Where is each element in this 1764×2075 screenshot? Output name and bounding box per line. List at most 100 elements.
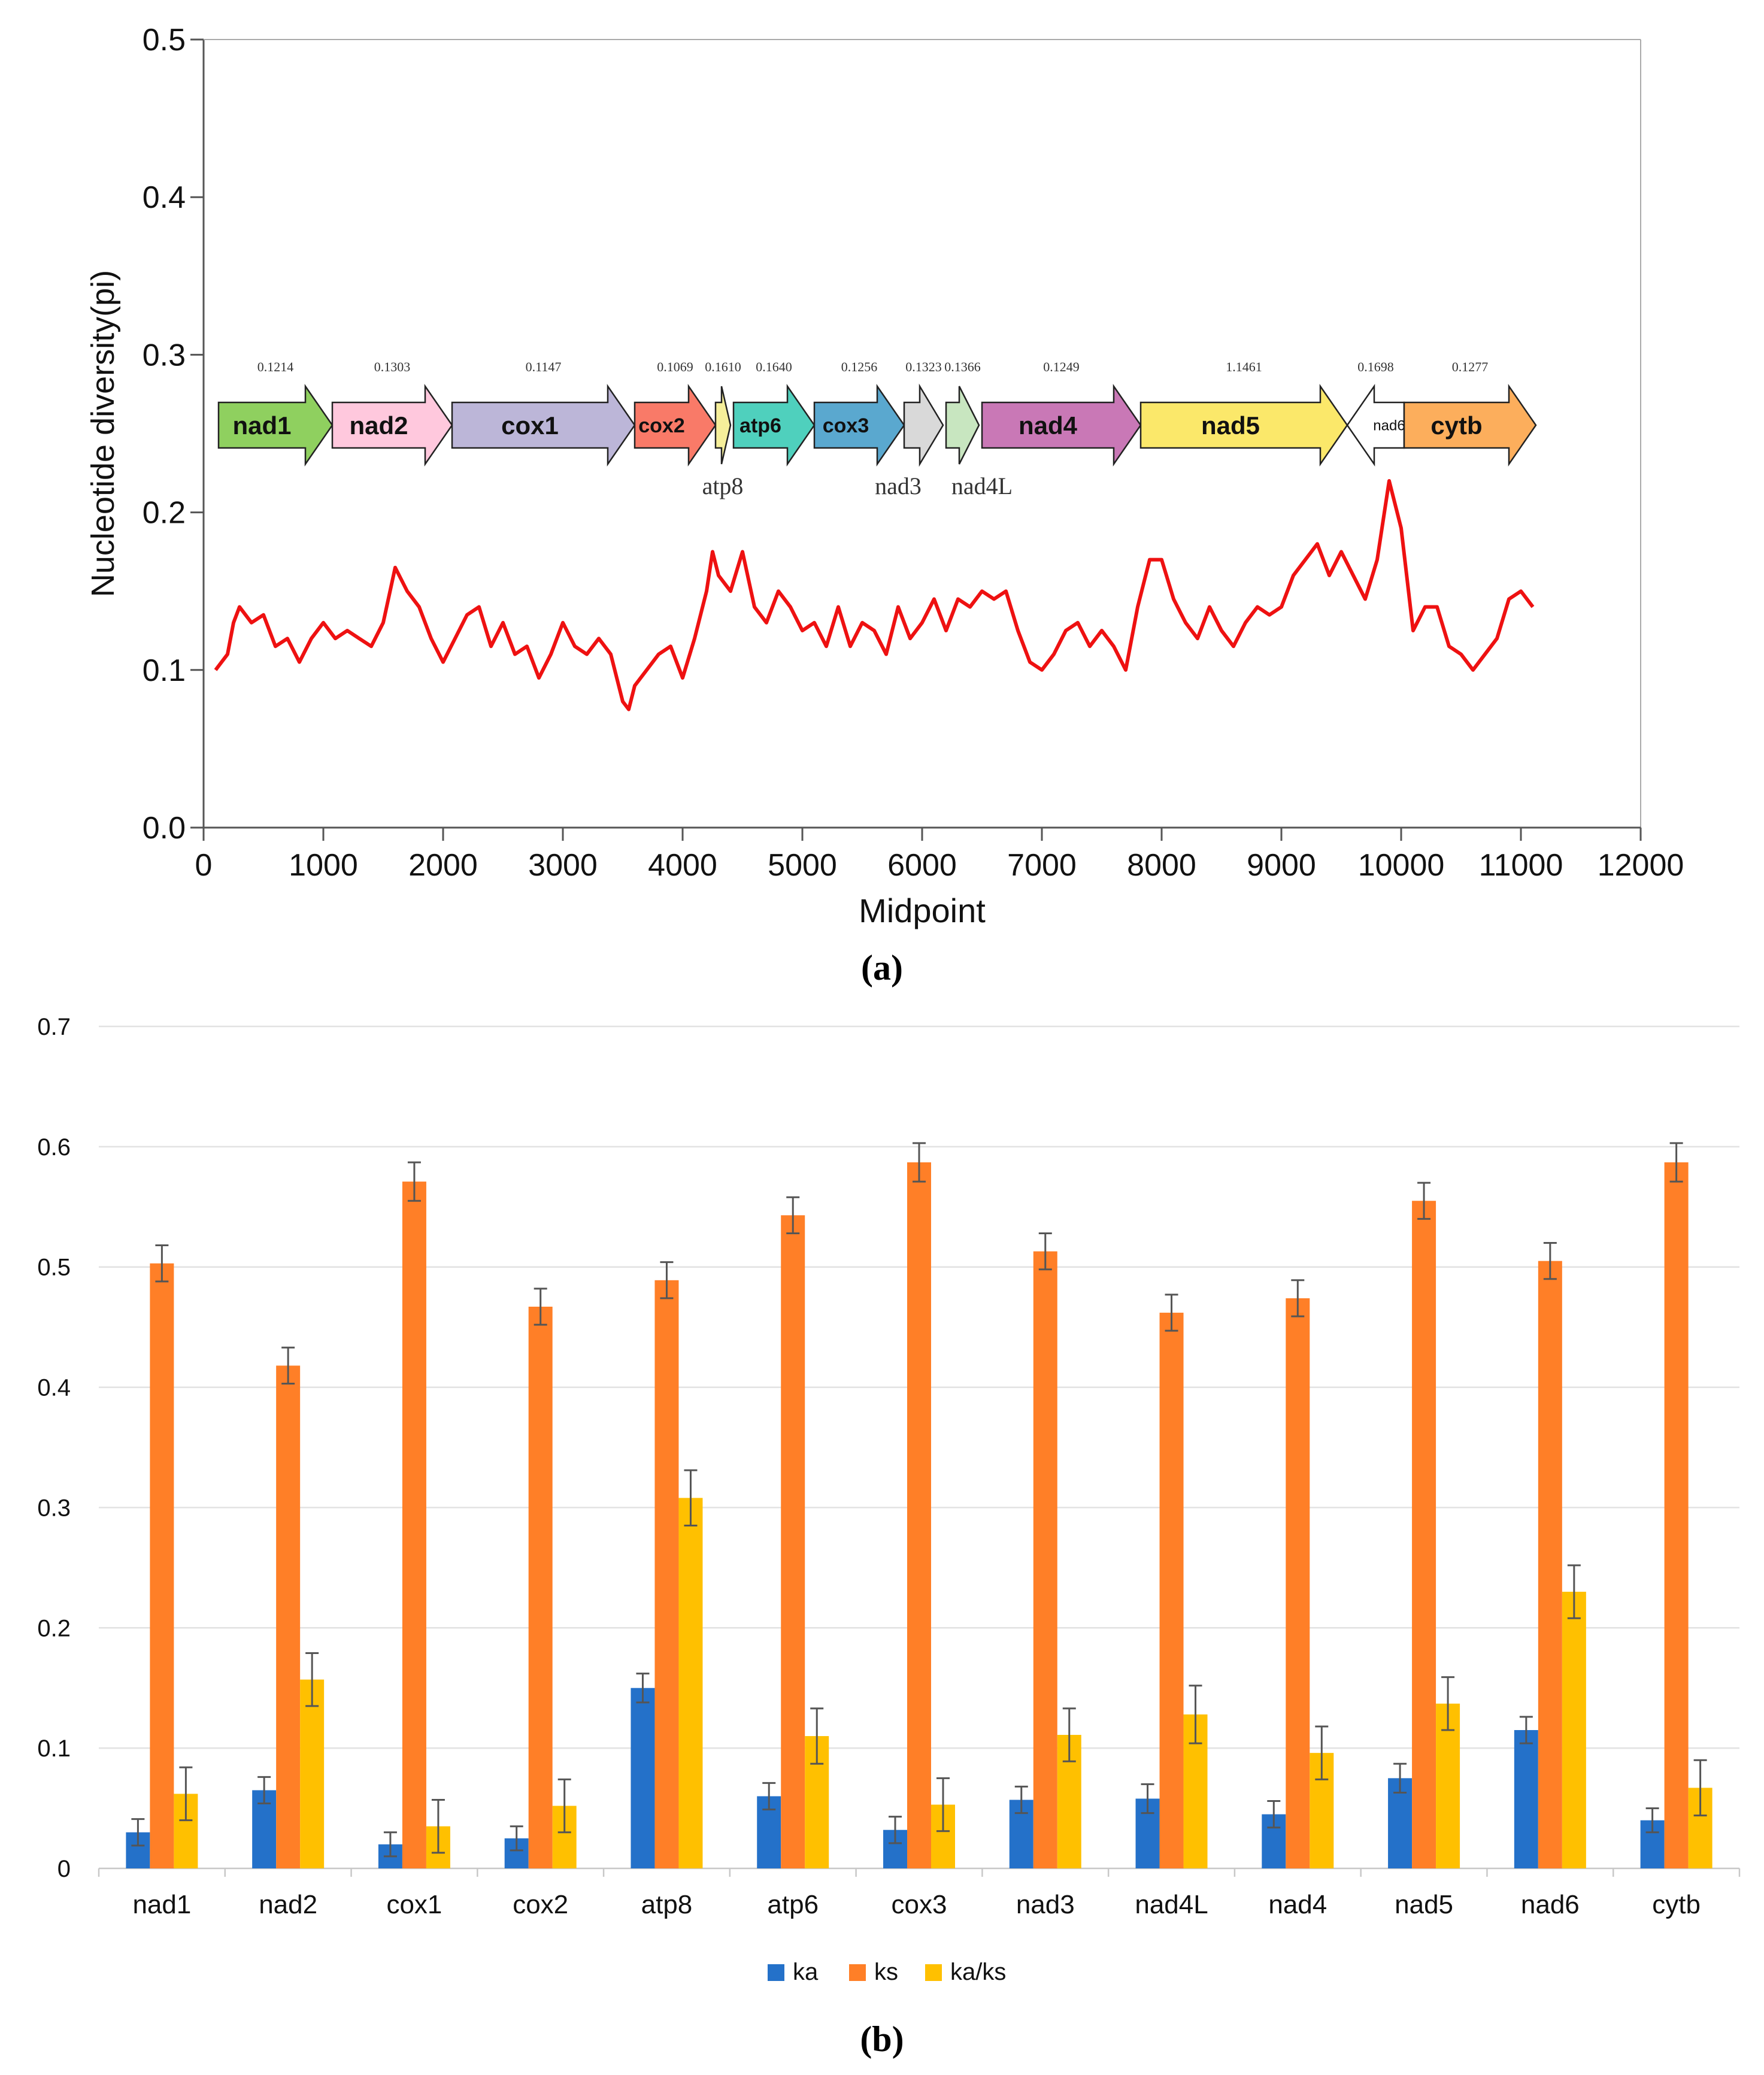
x-tick-label: 2000	[408, 848, 478, 883]
bar-ka-atp8	[631, 1688, 655, 1868]
gene-name-nad4: nad4	[1019, 411, 1078, 440]
gene-name-nad6: nad6	[1373, 418, 1405, 434]
gene-pi-value-nad3: 0.1323	[905, 359, 942, 374]
legend-swatch-ka-ks	[925, 1964, 942, 1981]
gene-pi-value-cox2: 0.1069	[657, 359, 693, 374]
bar-ks-nad4L	[1159, 1313, 1184, 1868]
x-tick-label: 1000	[289, 848, 358, 883]
gene-pi-value-nad4: 0.1249	[1043, 359, 1080, 374]
x-axis-title: Midpoint	[859, 892, 986, 929]
gene-arrow-cox3	[813, 383, 905, 467]
x-axis-category-labels: nad1 nad2 cox1 cox2 atp8 atp6 cox3 nad3 nad4L nad…	[98, 1868, 1741, 1919]
x-tick-label: 9000	[1247, 848, 1316, 883]
bar-ks-nad3	[1033, 1251, 1057, 1868]
gene-name-cox3: cox3	[823, 414, 869, 437]
bar-ks-cox2	[528, 1306, 553, 1868]
gene-arrow-nad2	[331, 383, 453, 467]
x-tick-label: 12000	[1598, 848, 1684, 883]
category-label-nad6: nad6	[1521, 1890, 1580, 1919]
gene-arrow-nad5	[1139, 383, 1348, 467]
gene-arrow-atp6	[732, 383, 816, 467]
bar-ka-ks-nad5	[1436, 1703, 1460, 1868]
legend-swatch-ka	[768, 1964, 784, 1981]
panel-b-ka-ks-bars: 0 0.1 0.2 0.3 0.4 0.5 0.6 0.7 nad1 nad2 cox1 cox2 a…	[37, 1014, 1741, 2059]
bar-ks-nad4	[1286, 1298, 1310, 1868]
category-label-nad5: nad5	[1395, 1890, 1453, 1919]
y-axis-ticks: 0.0 0.1 0.2 0.3 0.4 0.5	[143, 23, 204, 846]
legend-swatch-ks	[849, 1964, 866, 1981]
y-tick-label: 0	[57, 1856, 71, 1882]
x-tick-label: 3000	[528, 848, 598, 883]
x-tick-label: 4000	[648, 848, 717, 883]
gene-pi-value-atp8: 0.1610	[705, 359, 741, 374]
gene-name-nad4L: nad4L	[951, 472, 1013, 499]
gene-name-cox2: cox2	[638, 414, 685, 437]
y-tick-label: 0.3	[37, 1495, 71, 1521]
panel-label-b: (b)	[860, 2019, 904, 2059]
x-axis-ticks: 0 1000 2000 3000 4000 5000 6000 7000 8000 9000 100…	[195, 828, 1684, 883]
gene-name-nad1: nad1	[232, 411, 291, 440]
gene-arrow-nad4L	[945, 386, 980, 465]
gene-map: 0.1214 nad1 0.1303 nad2 0.1147 cox1 0.1069 cox2…	[217, 359, 1537, 499]
bar-ks-atp6	[781, 1215, 805, 1868]
gene-arrow-atp8	[714, 386, 732, 465]
y-axis-title: Nucleotide diversity(pi)	[85, 270, 121, 597]
category-label-cox2: cox2	[513, 1890, 568, 1919]
gene-arrow-nad3	[903, 383, 944, 467]
category-label-nad1: nad1	[132, 1890, 191, 1919]
y-tick-label: 0.3	[143, 338, 186, 372]
category-label-cox1: cox1	[386, 1890, 442, 1919]
bar-ks-cox1	[402, 1182, 426, 1868]
gene-name-cytb: cytb	[1430, 411, 1482, 440]
bar-ks-nad2	[276, 1365, 301, 1868]
panel-a-nucleotide-diversity: 0.0 0.1 0.2 0.3 0.4 0.5 0 1000 2000 3000 4000 5000…	[85, 23, 1684, 987]
category-label-nad3: nad3	[1016, 1890, 1075, 1919]
gene-arrow-cox1	[451, 383, 636, 467]
legend-label-ka: ka	[793, 1959, 819, 1985]
bar-ka-ks-nad6	[1562, 1592, 1586, 1868]
gene-arrow-nad1	[217, 383, 334, 467]
legend-label-ka-ks: ka/ks	[950, 1959, 1006, 1985]
y-tick-label: 0.5	[37, 1255, 71, 1281]
gene-pi-value-nad2: 0.1303	[374, 359, 411, 374]
gene-pi-value-nad4L: 0.1366	[944, 359, 981, 374]
gene-name-nad5: nad5	[1201, 411, 1260, 440]
legend: ka ks ka/ks	[768, 1959, 1006, 1985]
y-tick-label: 0.2	[37, 1615, 71, 1641]
bar-ka-ks-atp8	[678, 1498, 703, 1868]
bar-ks-cox3	[907, 1162, 931, 1868]
gene-pi-value-cytb: 0.1277	[1452, 359, 1489, 374]
gene-pi-value-nad1: 0.1214	[257, 359, 294, 374]
gene-pi-value-atp6: 0.1640	[756, 359, 792, 374]
gene-name-atp8: atp8	[702, 472, 744, 499]
category-label-nad4L: nad4L	[1135, 1890, 1208, 1919]
nucleotide-diversity-line	[214, 479, 1535, 711]
bar-ks-atp8	[654, 1280, 679, 1868]
gene-name-nad2: nad2	[349, 411, 408, 440]
gene-pi-value-nad5: 1.1461	[1226, 359, 1262, 374]
bar-ks-nad1	[150, 1263, 174, 1868]
x-tick-label: 8000	[1127, 848, 1196, 883]
bar-series	[126, 1142, 1713, 1868]
x-tick-label: 0	[195, 848, 213, 883]
bar-ks-nad5	[1412, 1201, 1436, 1868]
bar-ka-ks-nad2	[300, 1679, 325, 1868]
category-label-cytb: cytb	[1652, 1890, 1701, 1919]
y-tick-label: 0.2	[143, 496, 186, 531]
bar-ka-nad6	[1514, 1730, 1538, 1868]
gene-name-atp6: atp6	[739, 414, 781, 437]
gene-pi-value-cox3: 0.1256	[841, 359, 878, 374]
x-tick-label: 6000	[887, 848, 957, 883]
y-tick-label: 0.1	[143, 653, 186, 688]
y-tick-label: 0.0	[143, 811, 186, 846]
gene-name-cox1: cox1	[501, 411, 559, 440]
y-tick-label: 0.5	[143, 23, 186, 57]
gene-name-nad3: nad3	[875, 472, 922, 499]
panel-label-a: (a)	[861, 948, 903, 987]
x-tick-label: 5000	[768, 848, 837, 883]
gene-arrow-nad6	[1346, 383, 1405, 467]
gene-arrow-cytb	[1403, 383, 1537, 467]
legend-label-ks: ks	[874, 1959, 898, 1985]
y-tick-label: 0.1	[37, 1735, 71, 1762]
gene-arrow-cox2	[634, 383, 717, 467]
